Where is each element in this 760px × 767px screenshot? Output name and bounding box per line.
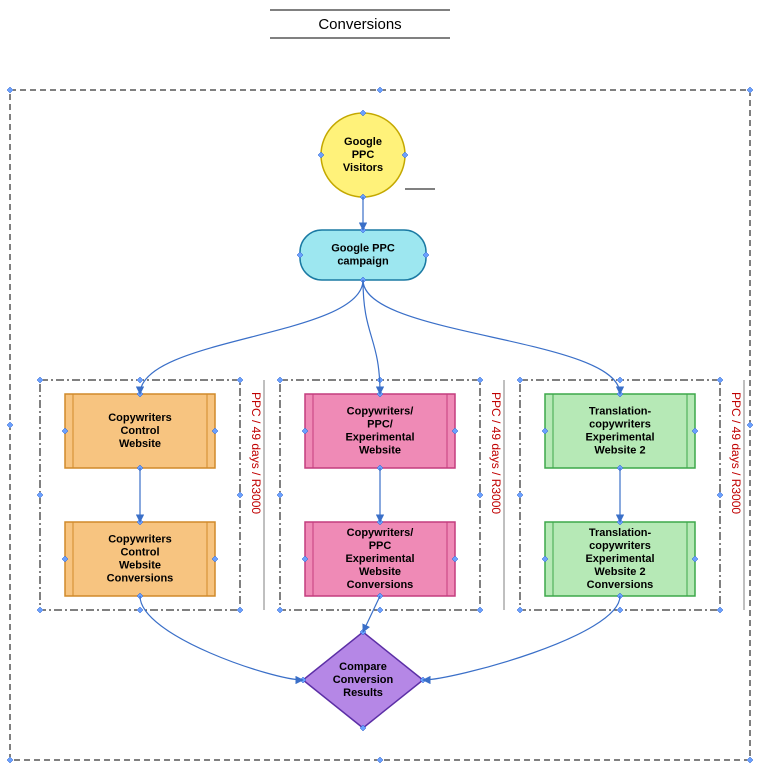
group-control-box1: CopywritersControlWebsite <box>62 391 218 471</box>
svg-text:PPC: PPC <box>352 149 375 161</box>
svg-text:Conversion: Conversion <box>333 674 394 686</box>
svg-text:Website 2: Website 2 <box>594 566 645 578</box>
svg-text:Google: Google <box>344 136 382 148</box>
group-exp2-box1: Translation-copywritersExperimentalWebsi… <box>542 391 698 471</box>
group-exp1-sidelabel: PPC / 49 days / R3000 <box>489 392 503 514</box>
svg-text:Website 2: Website 2 <box>594 444 645 456</box>
svg-text:Compare: Compare <box>339 661 387 673</box>
visitors-node: GooglePPCVisitors <box>318 110 435 200</box>
svg-text:Visitors: Visitors <box>343 162 383 174</box>
svg-text:copywriters: copywriters <box>589 418 651 430</box>
svg-text:Experimental: Experimental <box>585 553 654 565</box>
svg-text:Conversions: Conversions <box>107 572 174 584</box>
svg-text:Translation-: Translation- <box>589 405 652 417</box>
compare-node: CompareConversionResults <box>300 629 426 731</box>
group-exp1: Copywriters/PPC/ExperimentalWebsiteCopyw… <box>277 377 504 613</box>
group-control-sidelabel: PPC / 49 days / R3000 <box>249 392 263 514</box>
svg-text:copywriters: copywriters <box>589 540 651 552</box>
campaign-label: Google PPCcampaign <box>331 242 395 267</box>
svg-text:Experimental: Experimental <box>345 553 414 565</box>
svg-text:Control: Control <box>120 546 159 558</box>
group-exp2: Translation-copywritersExperimentalWebsi… <box>517 377 744 613</box>
svg-text:Website: Website <box>359 566 401 578</box>
title-text: Conversions <box>318 16 401 33</box>
svg-text:PPC: PPC <box>369 540 392 552</box>
group-exp1-box2-label: Copywriters/PPCExperimentalWebsiteConver… <box>345 527 414 591</box>
group-exp2-box2: Translation-copywritersExperimentalWebsi… <box>542 519 698 599</box>
arrow-exp1-compare <box>363 596 380 632</box>
svg-text:Conversions: Conversions <box>347 579 414 591</box>
svg-text:Copywriters: Copywriters <box>108 533 172 545</box>
svg-text:PPC/: PPC/ <box>367 418 393 430</box>
group-exp1-box2: Copywriters/PPCExperimentalWebsiteConver… <box>302 519 458 599</box>
svg-text:Results: Results <box>343 687 383 699</box>
group-exp1-box1: Copywriters/PPC/ExperimentalWebsite <box>302 391 458 471</box>
svg-text:Copywriters/: Copywriters/ <box>347 405 414 417</box>
svg-text:Control: Control <box>120 425 159 437</box>
group-exp2-box2-label: Translation-copywritersExperimentalWebsi… <box>585 527 654 591</box>
svg-text:Experimental: Experimental <box>345 431 414 443</box>
campaign-node: Google PPCcampaign <box>297 227 429 283</box>
svg-text:Translation-: Translation- <box>589 527 652 539</box>
svg-text:Website: Website <box>359 444 401 456</box>
svg-text:Website: Website <box>119 438 161 450</box>
arrow-campaign-control <box>140 280 363 394</box>
group-control-box2: CopywritersControlWebsiteConversions <box>62 519 218 599</box>
title-box: Conversions <box>270 10 450 38</box>
group-exp2-box1-label: Translation-copywritersExperimentalWebsi… <box>585 405 654 456</box>
group-control: CopywritersControlWebsiteCopywritersCont… <box>37 377 264 613</box>
svg-text:Conversions: Conversions <box>587 579 654 591</box>
svg-text:Copywriters/: Copywriters/ <box>347 527 414 539</box>
arrow-campaign-exp2 <box>363 280 620 394</box>
svg-text:Copywriters: Copywriters <box>108 412 172 424</box>
svg-text:Website: Website <box>119 559 161 571</box>
svg-text:campaign: campaign <box>337 255 389 267</box>
svg-text:Experimental: Experimental <box>585 431 654 443</box>
group-exp2-sidelabel: PPC / 49 days / R3000 <box>729 392 743 514</box>
svg-text:Google PPC: Google PPC <box>331 242 395 254</box>
